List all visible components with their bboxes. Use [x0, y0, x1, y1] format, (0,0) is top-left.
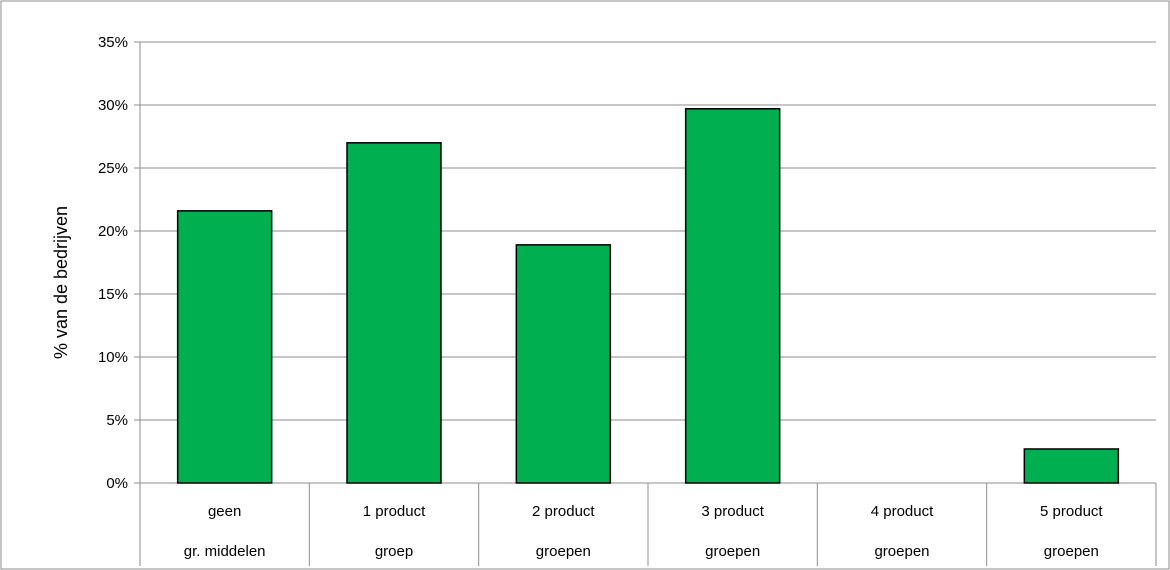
y-tick-label: 15%	[98, 286, 128, 303]
x-axis-categories: geen gr. middelen 1 product groep 2 product g…	[139, 483, 1157, 566]
bar	[176, 210, 273, 484]
y-tick-label: 30%	[98, 97, 128, 114]
x-tick-label: groepen	[1044, 543, 1099, 560]
y-tick-label: 5%	[106, 412, 128, 429]
x-tick-label: groepen	[874, 543, 929, 560]
x-tick-label: 3 product	[701, 503, 764, 520]
bars	[176, 108, 1120, 484]
y-tick-label: 10%	[98, 349, 128, 366]
bar	[1023, 448, 1120, 484]
x-tick-label: 1 product	[363, 503, 426, 520]
bar	[684, 108, 781, 484]
x-tick-label: geen	[208, 503, 241, 520]
y-tick-label: 35%	[98, 34, 128, 51]
gridlines	[134, 41, 1156, 484]
x-tick-label: 4 product	[871, 503, 934, 520]
x-tick-label: groepen	[536, 543, 591, 560]
y-tick-label: 0%	[106, 475, 128, 492]
x-tick-label: 2 product	[532, 503, 595, 520]
y-tick-label: 20%	[98, 223, 128, 240]
y-axis-label: % van de bedrijven	[51, 206, 71, 359]
y-axis-ticks: 0% 5% 10% 15% 20% 25% 30% 35%	[98, 34, 128, 492]
x-tick-label: groepen	[705, 543, 760, 560]
y-tick-label: 25%	[98, 160, 128, 177]
x-tick-label: gr. middelen	[184, 543, 266, 560]
bar	[515, 244, 612, 484]
x-tick-label: 5 product	[1040, 503, 1103, 520]
x-tick-label: groep	[375, 543, 413, 560]
bar	[346, 142, 442, 484]
